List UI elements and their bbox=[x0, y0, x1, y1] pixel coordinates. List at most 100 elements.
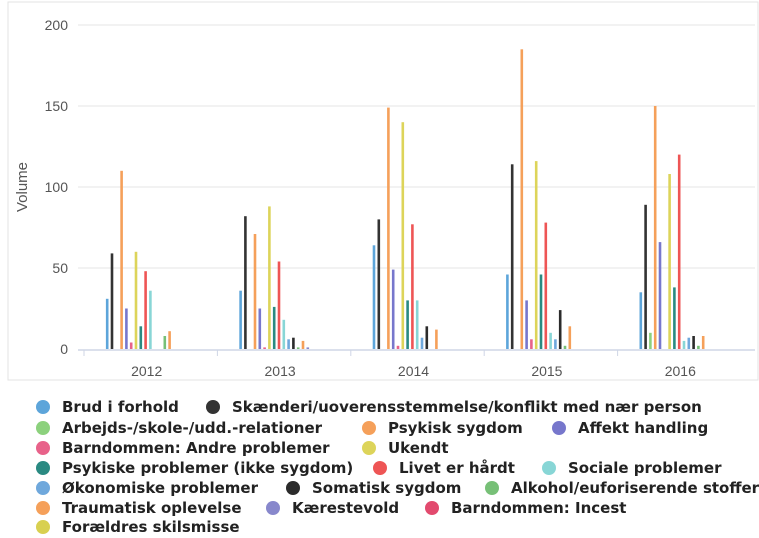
bar[interactable] bbox=[387, 107, 390, 349]
legend-item[interactable]: Sociale problemer bbox=[542, 459, 722, 477]
bar[interactable] bbox=[168, 331, 171, 349]
legend-item[interactable]: Ukendt bbox=[362, 439, 449, 457]
x-tick-label: 2013 bbox=[265, 363, 296, 379]
legend-item[interactable]: Barndommen: Andre problemer bbox=[36, 439, 330, 457]
legend-label: Barndommen: Andre problemer bbox=[62, 439, 330, 457]
bar[interactable] bbox=[653, 106, 657, 349]
bar[interactable] bbox=[396, 345, 400, 349]
legend-label: Livet er hårdt bbox=[399, 459, 515, 477]
legend-label: Psykisk sygdom bbox=[388, 419, 523, 437]
bar[interactable] bbox=[525, 300, 528, 349]
bar[interactable] bbox=[282, 319, 286, 349]
legend-label: Alkohol/euforiserende stoffer bbox=[511, 479, 759, 497]
bar[interactable] bbox=[420, 337, 424, 349]
legend-label: Brud i forhold bbox=[62, 398, 179, 416]
bar[interactable] bbox=[435, 329, 438, 349]
legend-item[interactable]: Brud i forhold bbox=[36, 398, 179, 416]
bar[interactable] bbox=[244, 216, 247, 349]
legend-item[interactable]: Alkohol/euforiserende stoffer bbox=[485, 479, 759, 497]
legend-swatch bbox=[36, 520, 50, 534]
bar[interactable] bbox=[658, 242, 662, 349]
bar[interactable] bbox=[554, 339, 557, 349]
bar[interactable] bbox=[301, 340, 305, 349]
bar[interactable] bbox=[701, 336, 705, 349]
bar[interactable] bbox=[134, 251, 138, 349]
legend-item[interactable]: Psykisk sygdom bbox=[362, 419, 523, 437]
bar[interactable] bbox=[129, 342, 133, 350]
bar[interactable] bbox=[534, 161, 538, 349]
bar[interactable] bbox=[568, 326, 572, 349]
legend-item[interactable]: Somatisk sygdom bbox=[286, 479, 461, 497]
bar[interactable] bbox=[125, 308, 128, 350]
legend-swatch bbox=[542, 461, 556, 475]
legend-item[interactable]: Skænderi/uoverensstemmelse/konflikt med … bbox=[206, 398, 702, 416]
x-tick-label: 2012 bbox=[131, 363, 162, 379]
bar[interactable] bbox=[258, 308, 262, 350]
legend-label: Barndommen: Incest bbox=[451, 499, 626, 517]
bar[interactable] bbox=[139, 326, 143, 349]
bar[interactable] bbox=[253, 234, 257, 349]
bar[interactable] bbox=[677, 154, 681, 349]
bar[interactable] bbox=[687, 337, 691, 349]
legend-swatch bbox=[362, 441, 376, 455]
bar[interactable] bbox=[510, 164, 514, 349]
bar[interactable] bbox=[697, 345, 700, 349]
bar[interactable] bbox=[296, 347, 300, 349]
legend-swatch bbox=[36, 501, 50, 515]
legend-item[interactable]: Barndommen: Incest bbox=[425, 499, 626, 517]
legend-item[interactable]: Økonomiske problemer bbox=[36, 479, 259, 497]
bar[interactable] bbox=[120, 170, 123, 349]
legend-item[interactable]: Livet er hårdt bbox=[373, 459, 515, 477]
bar[interactable] bbox=[506, 274, 509, 350]
legend-item[interactable]: Arbejds-/skole-/udd.-relationer bbox=[36, 419, 323, 437]
bar[interactable] bbox=[110, 253, 114, 349]
bar[interactable] bbox=[411, 224, 414, 349]
bar[interactable] bbox=[306, 347, 310, 349]
bar[interactable] bbox=[105, 298, 109, 349]
bar[interactable] bbox=[287, 339, 290, 349]
bar[interactable] bbox=[668, 174, 671, 349]
bar[interactable] bbox=[163, 336, 167, 349]
bar[interactable] bbox=[673, 287, 676, 349]
legend-item[interactable]: Affekt handling bbox=[552, 419, 708, 437]
bar[interactable] bbox=[406, 300, 409, 349]
bar[interactable] bbox=[544, 222, 548, 349]
bar[interactable] bbox=[425, 326, 429, 349]
bar[interactable] bbox=[563, 345, 567, 349]
bar[interactable] bbox=[530, 339, 533, 349]
legend-label: Skænderi/uoverensstemmelse/konflikt med … bbox=[232, 398, 702, 416]
legend-swatch bbox=[206, 400, 220, 414]
bar[interactable] bbox=[639, 292, 643, 349]
x-axis-ticks: 2012 2013 2014 2015 2016 bbox=[83, 350, 696, 379]
bar[interactable] bbox=[649, 332, 652, 349]
bar[interactable] bbox=[277, 261, 281, 350]
legend-label: Affekt handling bbox=[578, 419, 708, 437]
bar[interactable] bbox=[415, 300, 419, 349]
legend-item[interactable]: Traumatisk oplevelse bbox=[36, 499, 242, 517]
bar[interactable] bbox=[372, 245, 376, 349]
bar[interactable] bbox=[292, 337, 295, 349]
legend-label: Psykiske problemer (ikke sygdom) bbox=[62, 459, 353, 477]
bar[interactable] bbox=[692, 336, 695, 349]
bar[interactable] bbox=[682, 340, 686, 349]
bar[interactable] bbox=[520, 49, 524, 350]
bar[interactable] bbox=[263, 347, 266, 349]
bar[interactable] bbox=[144, 271, 147, 349]
legend-swatch bbox=[485, 481, 499, 495]
legend-label: Somatisk sygdom bbox=[312, 479, 461, 497]
legend-item[interactable]: Kærestevold bbox=[266, 499, 399, 517]
bar[interactable] bbox=[401, 122, 405, 349]
bar[interactable] bbox=[272, 306, 276, 349]
bar[interactable] bbox=[377, 219, 381, 349]
bar[interactable] bbox=[558, 310, 562, 349]
bar[interactable] bbox=[644, 204, 647, 349]
legend-item[interactable]: Psykiske problemer (ikke sygdom) bbox=[36, 459, 353, 477]
bar[interactable] bbox=[391, 269, 395, 349]
bar[interactable] bbox=[149, 290, 152, 349]
bar[interactable] bbox=[268, 206, 271, 349]
legend-item[interactable]: Forældres skilsmisse bbox=[36, 518, 240, 536]
bar[interactable] bbox=[239, 290, 242, 349]
bar[interactable] bbox=[549, 332, 552, 349]
bar[interactable] bbox=[539, 274, 543, 350]
